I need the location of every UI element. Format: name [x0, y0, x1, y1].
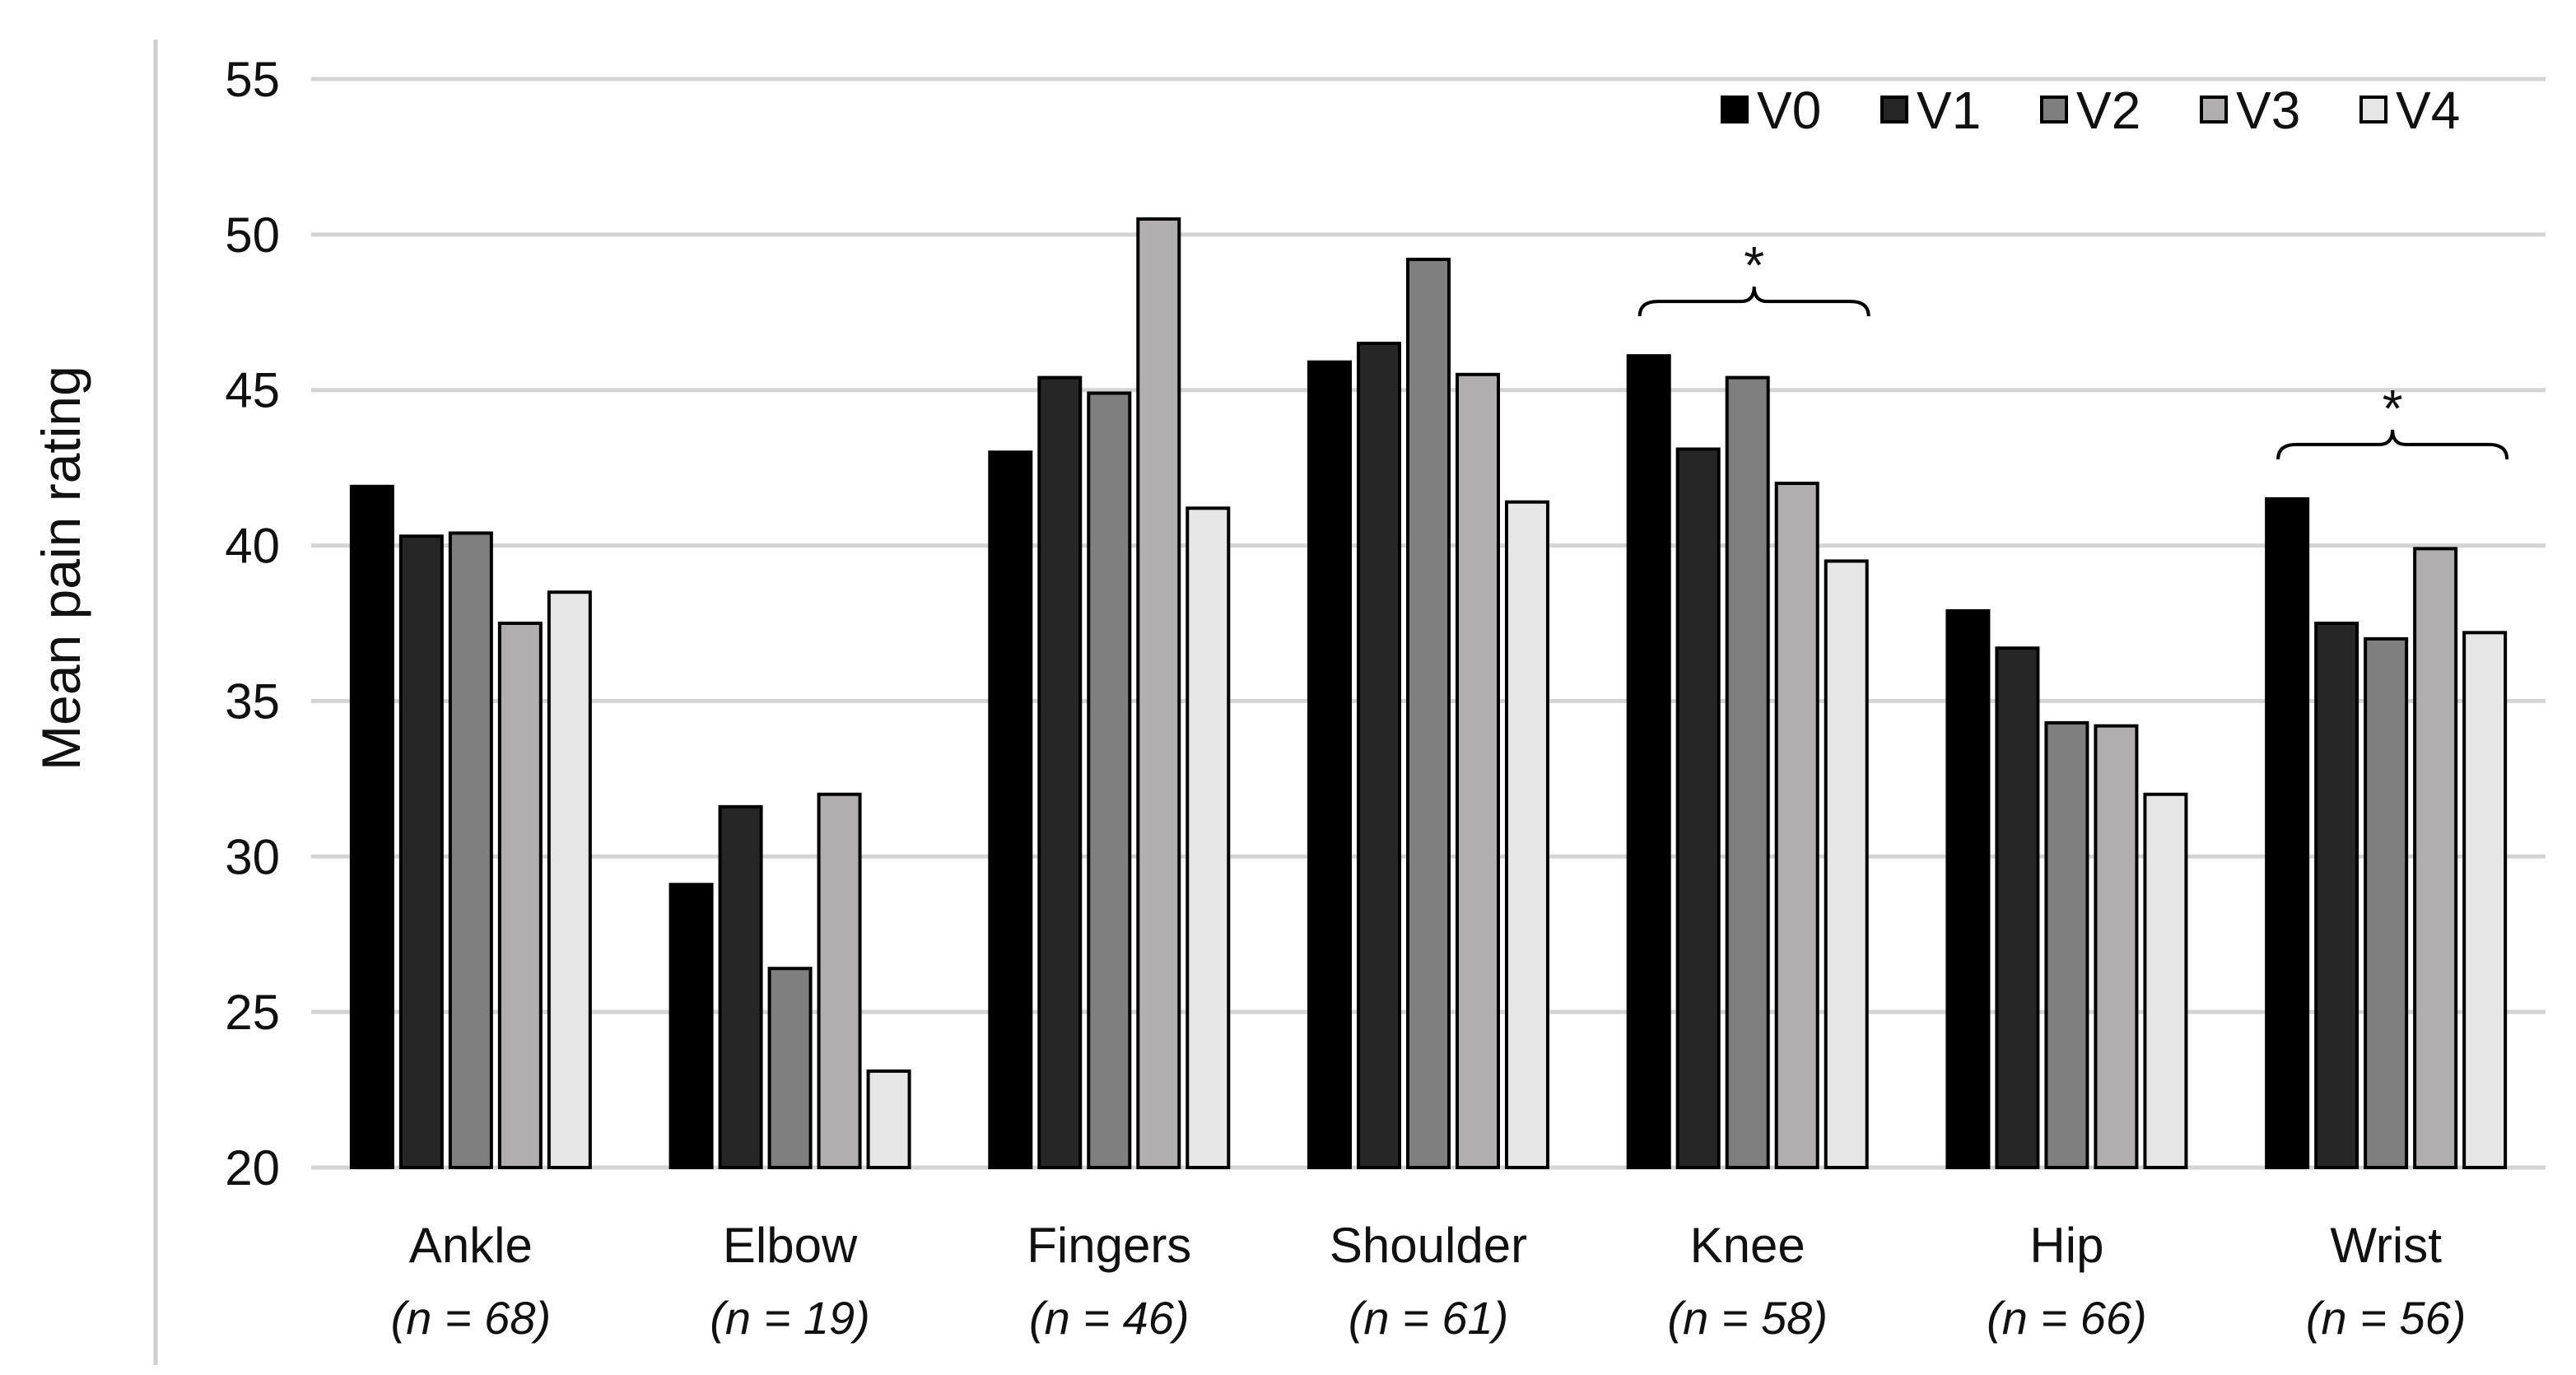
bar-ankle-v0	[349, 484, 394, 1169]
bar-wrist-v2	[2364, 636, 2409, 1169]
y-tick-label: 50	[225, 207, 280, 263]
significance-star: *	[1744, 235, 1764, 295]
bar-group-hip	[1945, 608, 2188, 1169]
y-tick-label: 35	[225, 674, 280, 729]
legend-item-v1: V1	[1880, 81, 1981, 140]
bar-knee-v3	[1774, 482, 1819, 1169]
legend: V0 V1 V2 V3 V4	[1721, 81, 2460, 140]
significance-star: *	[2383, 379, 2403, 438]
legend-swatch	[2040, 96, 2068, 124]
legend-item-v0: V0	[1721, 81, 1821, 140]
legend-swatch	[2359, 96, 2387, 124]
x-category-label: Fingers	[1027, 1218, 1191, 1273]
bar-group-shoulder	[1307, 258, 1549, 1170]
significance-bracket	[1637, 287, 1870, 317]
bar-fingers-v1	[1037, 375, 1083, 1169]
bar-ankle-v4	[547, 590, 592, 1169]
bar-shoulder-v0	[1307, 360, 1352, 1170]
legend-item-v2: V2	[2040, 81, 2140, 140]
bar-fingers-v0	[988, 450, 1033, 1169]
legend-label: V3	[2236, 81, 2300, 140]
bar-knee-v1	[1675, 447, 1721, 1169]
x-category-n-label: (n = 56)	[2306, 1292, 2467, 1344]
legend-swatch	[2200, 96, 2228, 124]
bar-shoulder-v4	[1505, 500, 1549, 1169]
bar-knee-v4	[1824, 559, 1869, 1169]
y-tick-label: 40	[225, 519, 280, 574]
legend-item-v3: V3	[2200, 81, 2300, 140]
bar-hip-v2	[2044, 720, 2089, 1169]
x-category-label: Hip	[2029, 1218, 2103, 1273]
bar-group-elbow	[668, 792, 911, 1170]
bar-ankle-v1	[398, 534, 444, 1169]
bar-group-wrist	[2265, 496, 2508, 1169]
bar-hip-v4	[2143, 792, 2188, 1169]
x-category-n-label: (n = 46)	[1029, 1292, 1190, 1344]
x-category-n-label: (n = 58)	[1667, 1292, 1828, 1344]
y-tick-label: 55	[225, 52, 280, 107]
bar-hip-v1	[1995, 646, 2040, 1169]
y-tick-label: 25	[225, 985, 280, 1040]
legend-swatch	[1721, 96, 1749, 124]
bar-fingers-v4	[1186, 506, 1231, 1169]
y-tick-label: 45	[225, 363, 280, 418]
y-axis-ticks: 20 25 30 35 40 45 50 55	[225, 52, 280, 1196]
bar-elbow-v2	[767, 967, 813, 1169]
x-category-label: Wrist	[2330, 1218, 2442, 1273]
bar-shoulder-v2	[1406, 258, 1451, 1169]
legend-swatch	[1880, 96, 1908, 124]
bar-knee-v0	[1626, 354, 1671, 1169]
x-category-label: Knee	[1690, 1218, 1805, 1273]
x-category-label: Elbow	[723, 1218, 858, 1273]
bar-wrist-v1	[2314, 622, 2359, 1169]
bar-fingers-v3	[1136, 217, 1181, 1169]
bar-wrist-v3	[2413, 547, 2458, 1169]
bar-elbow-v3	[817, 792, 862, 1169]
x-category-n-label: (n = 66)	[1987, 1292, 2147, 1344]
bar-ankle-v2	[448, 531, 493, 1169]
bar-elbow-v4	[866, 1069, 911, 1169]
bar-shoulder-v3	[1456, 372, 1500, 1170]
bar-hip-v3	[2094, 724, 2139, 1169]
bars	[349, 217, 2508, 1170]
legend-label: V0	[1757, 81, 1821, 140]
y-axis-title: Mean pain rating	[30, 366, 91, 771]
x-category-n-label: (n = 19)	[710, 1292, 870, 1344]
legend-label: V2	[2076, 81, 2140, 140]
legend-item-v4: V4	[2359, 81, 2460, 140]
bar-hip-v0	[1945, 608, 1991, 1169]
bar-group-knee	[1626, 354, 1869, 1169]
x-category-label: Ankle	[409, 1218, 533, 1273]
x-category-label: Shoulder	[1330, 1218, 1527, 1273]
bar-shoulder-v1	[1357, 342, 1401, 1169]
bar-ankle-v3	[497, 622, 543, 1169]
bar-fingers-v2	[1087, 391, 1132, 1169]
y-tick-label: 20	[225, 1140, 280, 1196]
bar-elbow-v1	[718, 804, 763, 1169]
legend-label: V1	[1917, 81, 1981, 140]
x-category-n-label: (n = 68)	[391, 1292, 552, 1344]
bar-group-fingers	[988, 217, 1231, 1169]
bar-group-ankle	[349, 484, 592, 1169]
y-tick-label: 30	[225, 829, 280, 884]
bar-elbow-v0	[668, 883, 714, 1170]
bar-wrist-v4	[2462, 631, 2508, 1169]
significance-annotations: **	[1637, 235, 2509, 460]
legend-label: V4	[2396, 81, 2460, 140]
x-category-n-label: (n = 61)	[1349, 1292, 1509, 1344]
bar-knee-v2	[1725, 375, 1770, 1169]
bar-wrist-v0	[2265, 496, 2310, 1169]
x-axis-labels: Ankle (n = 68) Elbow (n = 19) Fingers (n = 46…	[391, 1218, 2467, 1344]
